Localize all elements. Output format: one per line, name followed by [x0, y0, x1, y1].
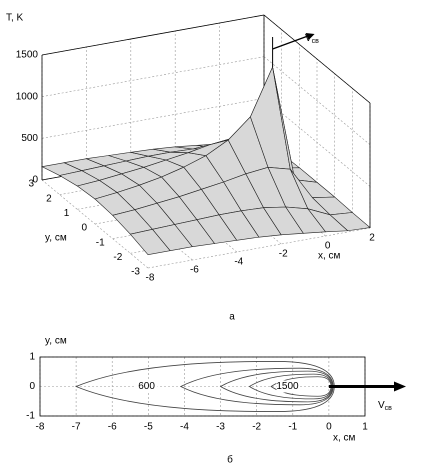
x-tick-label: -4 — [234, 257, 243, 268]
y-tick-label: -1 — [96, 237, 105, 248]
x-tick-label: -2 — [252, 422, 261, 433]
y-tick-label: 0 — [81, 223, 87, 234]
grid-line — [41, 56, 265, 97]
arrow-head — [305, 33, 315, 40]
y-tick-label: -2 — [113, 252, 122, 263]
y-tick-label: 0 — [29, 381, 35, 392]
contour-label: 600 — [138, 381, 155, 392]
x-tick-label: -8 — [36, 422, 45, 433]
z-tick-label: 1500 — [16, 50, 39, 61]
velocity-label: Vсв — [378, 400, 392, 412]
x-tick-label: -6 — [108, 422, 117, 433]
x-tick-label: -8 — [146, 273, 155, 284]
velocity-sub: св — [312, 38, 320, 45]
y-tick-label: 1 — [64, 208, 70, 219]
z-axis-label: T, K — [6, 13, 24, 24]
x-tick-label: 0 — [325, 241, 331, 252]
grid-line — [41, 98, 265, 139]
x-tick-label: -5 — [144, 422, 153, 433]
x-tick-label: -2 — [279, 249, 288, 260]
y-tick-label: -1 — [26, 411, 35, 422]
y-axis-label: y, см — [45, 233, 67, 244]
z-tick-label: 1000 — [16, 91, 39, 102]
z-tick-label: 500 — [21, 133, 38, 144]
x-tick-label: 1 — [362, 422, 368, 433]
x-tick-label: -1 — [288, 422, 297, 433]
contour-label-bg — [276, 380, 299, 393]
z-tick-label: 0 — [32, 175, 38, 186]
y-tick-label: -3 — [131, 267, 140, 278]
x-tick-label: 2 — [369, 233, 375, 244]
y-tick-label: 2 — [46, 193, 52, 204]
axis-frame — [263, 14, 371, 104]
x-tick-label: -4 — [180, 422, 189, 433]
velocity-main: V — [378, 400, 385, 411]
x-tick-label: -6 — [190, 265, 199, 276]
x-tick-label: -3 — [216, 422, 225, 433]
velocity-sub: св — [385, 405, 393, 412]
y-axis-label: y, см — [45, 336, 67, 347]
x-tick-label: -7 — [72, 422, 81, 433]
surface-cell — [329, 212, 371, 232]
y-tick-label: 3 — [28, 179, 34, 190]
grid-line — [263, 56, 371, 145]
velocity-arrow — [272, 34, 311, 50]
y-tick-label: 1 — [29, 352, 35, 363]
x-tick-label: 0 — [326, 422, 332, 433]
axis-frame — [41, 14, 265, 56]
caption: а — [229, 312, 235, 323]
x-axis-label: x, см — [318, 251, 341, 262]
contour-label-bg — [135, 380, 158, 393]
caption: б — [227, 454, 233, 466]
contour-label: 1500 — [276, 381, 299, 392]
grid-line — [147, 227, 371, 269]
arrow-head — [394, 381, 406, 392]
x-axis-label: x, см — [333, 433, 356, 444]
